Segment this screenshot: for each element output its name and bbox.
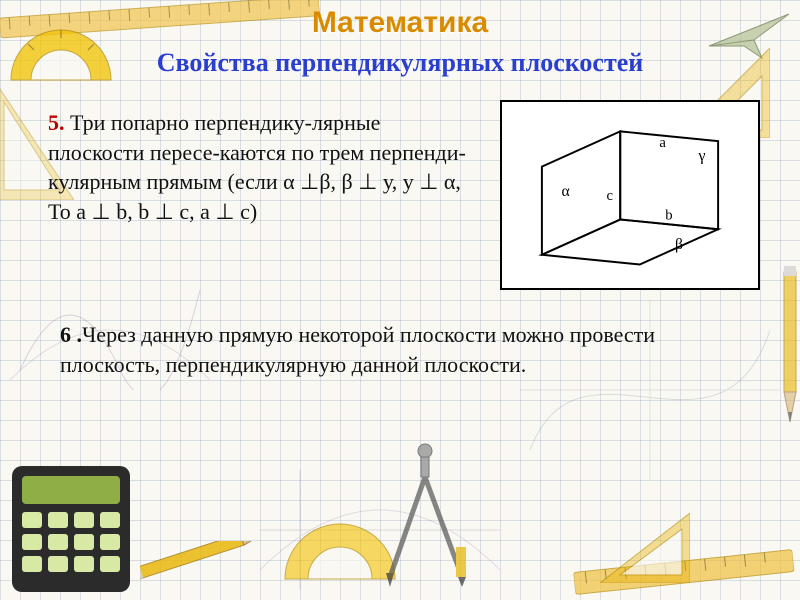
pencil-bottom-icon <box>140 541 290 596</box>
protractor-bottom-icon <box>280 517 400 592</box>
label-gamma: γ <box>698 148 706 165</box>
pencil-right-icon <box>776 262 800 437</box>
background-ghost <box>0 0 800 600</box>
label-c: c <box>607 188 614 204</box>
para5-number: 5. <box>48 110 65 135</box>
paragraph-5: 5. Три попарно перпендику-лярные плоскос… <box>48 108 478 227</box>
label-alpha: α <box>561 183 569 200</box>
figure-planes: α γ β a b c <box>500 100 760 290</box>
page-subtitle: Свойства перпендикулярных плоскостей <box>0 48 800 78</box>
para6-number: 6 . <box>60 322 82 347</box>
slide: Математика Свойства перпендикулярных пло… <box>0 0 800 600</box>
compass-icon <box>370 437 480 592</box>
page-title: Математика <box>0 6 800 40</box>
setsquare-bottom-icon <box>600 513 690 588</box>
label-b: b <box>665 207 672 223</box>
ruler-bottom-icon <box>572 540 795 607</box>
paragraph-6: 6 .Через данную прямую некоторой плоскос… <box>60 320 700 379</box>
label-a: a <box>659 135 666 151</box>
para5-text: Три попарно перпендику-лярные плоскости … <box>48 110 466 224</box>
label-beta: β <box>675 236 683 253</box>
calculator-icon <box>6 460 136 600</box>
para6-text: Через данную прямую некоторой плоскости … <box>60 322 655 377</box>
